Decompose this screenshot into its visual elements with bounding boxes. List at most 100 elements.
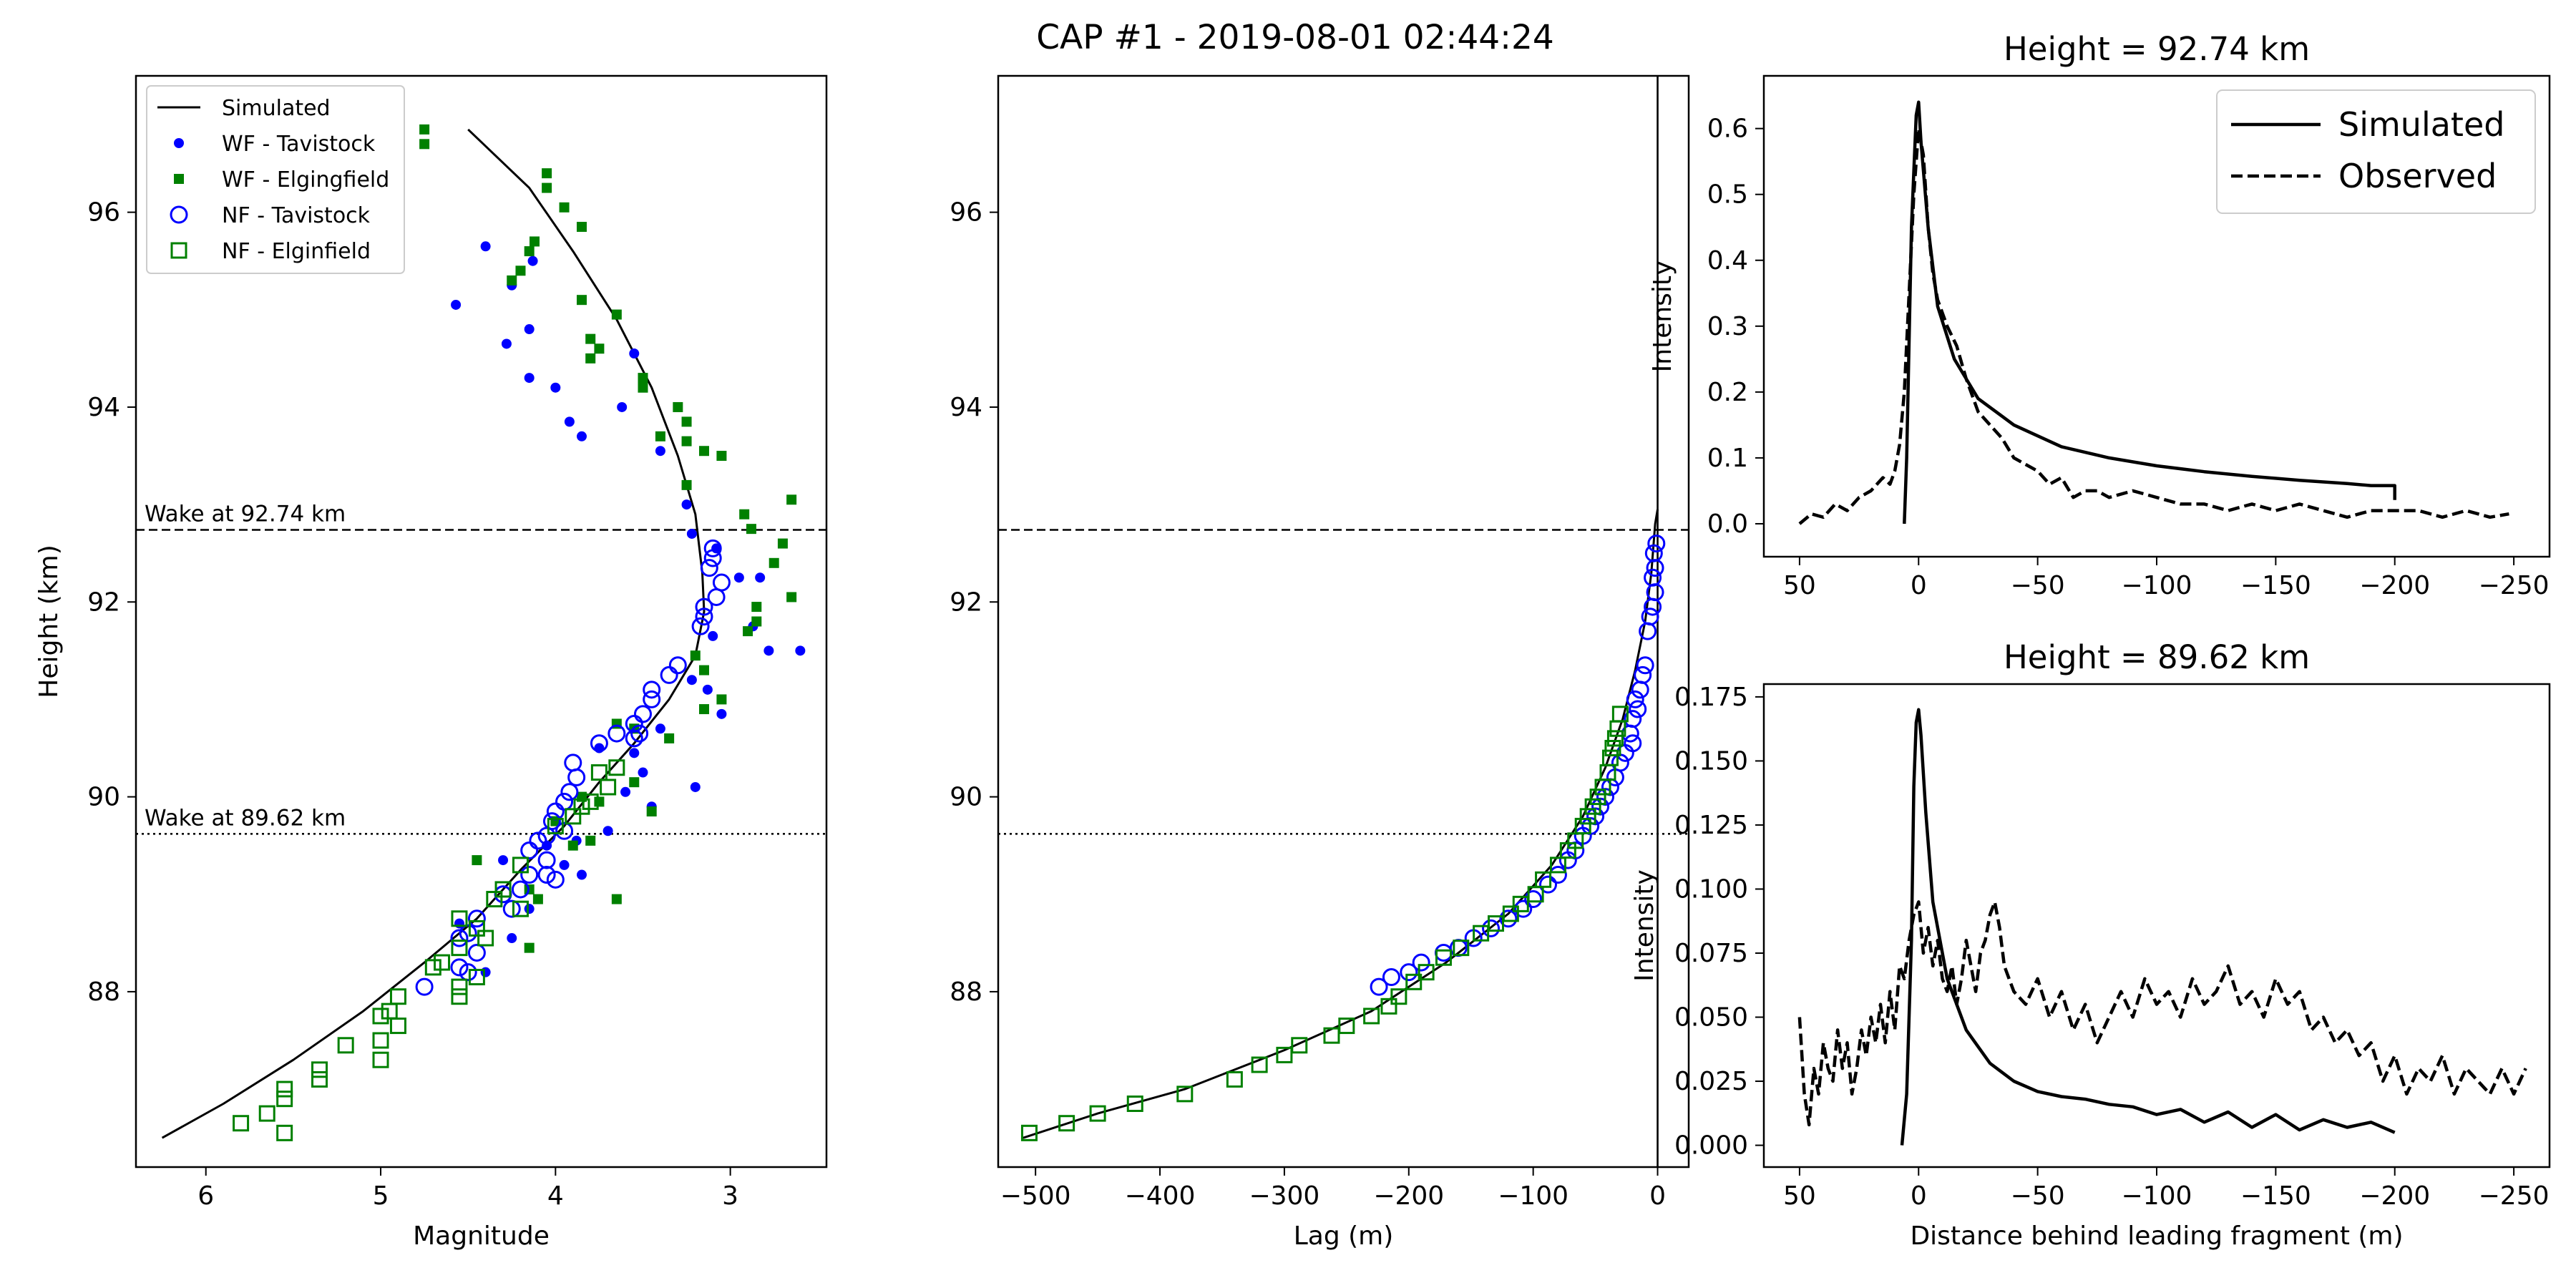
data-point-nf-elginfield [434, 954, 451, 971]
data-point-wf-tavistock [638, 767, 648, 778]
y-tick-label: 0.050 [1674, 1003, 1748, 1033]
series-line-observed [1798, 127, 2509, 525]
data-point-wf-tavistock [527, 255, 538, 266]
x-tick-label: −200 [2359, 1181, 2430, 1211]
x-tick-label: 4 [547, 1181, 564, 1211]
data-point-nf-elginfield [1291, 1037, 1308, 1054]
data-point-nf-elginfield [582, 793, 599, 810]
data-point-nf-elginfield [276, 1124, 293, 1141]
data-point-nf-elginfield [1251, 1056, 1268, 1073]
data-point-nf-tavistock [560, 783, 579, 801]
data-point-nf-tavistock [1629, 700, 1647, 718]
data-point-nf-tavistock [625, 729, 643, 748]
x-tick-label: 6 [197, 1181, 214, 1211]
data-point-wf-elgingfield [638, 382, 648, 393]
data-point-nf-elginfield [512, 857, 529, 874]
data-point-nf-elginfield [372, 1008, 389, 1025]
data-point-nf-tavistock [1382, 967, 1400, 986]
data-point-wf-elgingfield [585, 835, 596, 846]
data-point-wf-tavistock [655, 446, 665, 457]
data-point-nf-tavistock [1514, 899, 1533, 918]
data-point-nf-elginfield [1380, 997, 1397, 1015]
x-tick-label: 0 [1649, 1181, 1666, 1211]
data-point-nf-tavistock [459, 963, 477, 982]
y-tick-label: 96 [87, 198, 120, 228]
data-point-nf-elginfield [451, 940, 468, 957]
data-point-nf-elginfield [372, 1051, 389, 1068]
data-point-nf-elginfield [608, 759, 625, 776]
data-point-wf-elgingfield [419, 124, 430, 135]
legend-marker [170, 242, 187, 259]
data-point-wf-tavistock [620, 786, 631, 797]
data-point-wf-elgingfield [746, 524, 756, 535]
data-point-nf-tavistock [625, 714, 643, 733]
data-point-wf-tavistock [576, 869, 587, 880]
data-point-nf-elginfield [1126, 1095, 1143, 1112]
data-point-nf-tavistock [643, 690, 661, 708]
legend-box [146, 85, 405, 274]
series-line-simulated [161, 128, 706, 1139]
data-point-nf-elginfield [573, 798, 590, 815]
data-point-nf-elginfield [389, 988, 406, 1005]
data-point-nf-elginfield [468, 919, 485, 937]
data-point-nf-tavistock [520, 841, 539, 859]
axes-frame [997, 74, 1690, 1169]
data-point-nf-tavistock [1636, 656, 1654, 675]
data-point-nf-tavistock [537, 866, 556, 884]
data-point-wf-elgingfield [576, 222, 587, 233]
y-axis-label: Intensity [1630, 869, 1659, 982]
data-point-wf-tavistock [498, 855, 509, 866]
data-point-wf-elgingfield [542, 182, 552, 193]
data-point-nf-elginfield [451, 910, 468, 927]
data-point-nf-elginfield [1606, 730, 1624, 747]
data-point-nf-elginfield [276, 1080, 293, 1098]
data-point-nf-tavistock [1644, 597, 1662, 616]
y-tick-label: 90 [950, 783, 982, 812]
data-point-nf-elginfield [1502, 905, 1519, 922]
x-axis-label: Magnitude [413, 1221, 550, 1251]
x-tick-label: −300 [1249, 1181, 1319, 1211]
data-point-nf-tavistock [608, 724, 626, 743]
axes-frame [1762, 683, 2551, 1169]
data-point-wf-elgingfield [698, 446, 709, 457]
legend-label: NF - Tavistock [222, 203, 371, 228]
data-point-wf-tavistock [733, 572, 744, 583]
panel-magnitude: 6 5 4 3 88 90 92 94 96 Wake at 92.74 km Wake at 89… [34, 74, 828, 1251]
x-tick-label: 0 [1911, 571, 1927, 600]
data-point-wf-elgingfield [681, 436, 692, 447]
data-point-wf-elgingfield [681, 479, 692, 490]
panel-lag: −500 −400 −300 −200 −100 0 88 90 92 94 96 Lag (m) [950, 74, 1690, 1251]
data-point-nf-tavistock [502, 899, 521, 918]
data-point-nf-tavistock [1412, 953, 1430, 972]
y-tick-label: 96 [950, 198, 982, 228]
axes-frame [1762, 74, 2551, 558]
data-point-nf-elginfield [424, 959, 441, 976]
data-point-nf-tavistock [450, 929, 469, 947]
y-tick-label: 0.025 [1674, 1067, 1748, 1096]
x-tick-label: −400 [1125, 1181, 1196, 1211]
legend-marker [170, 205, 188, 224]
y-tick-label: 0.125 [1674, 811, 1748, 840]
data-point-nf-elginfield [1473, 924, 1490, 942]
data-point-wf-tavistock [755, 572, 766, 583]
axes-frame [135, 74, 828, 1169]
data-point-wf-tavistock [702, 684, 713, 695]
plots-layer: 6 5 4 3 88 90 92 94 96 Wake at 92.74 km Wake at 89… [34, 30, 2551, 1251]
data-point-nf-elginfield [337, 1037, 354, 1054]
data-point-wf-elgingfield [532, 894, 543, 904]
data-point-nf-elginfield [276, 1091, 293, 1108]
data-point-wf-elgingfield [698, 704, 709, 715]
data-point-nf-elginfield [1589, 789, 1606, 806]
data-point-nf-elginfield [1435, 949, 1452, 966]
data-point-wf-elgingfield [716, 694, 727, 705]
data-point-wf-elgingfield [559, 202, 570, 213]
legend-label: WF - Tavistock [222, 132, 376, 157]
data-point-nf-tavistock [1539, 875, 1558, 894]
x-tick-label: −150 [2240, 571, 2311, 600]
data-point-wf-elgingfield [585, 333, 596, 344]
data-point-wf-elgingfield [698, 665, 709, 675]
data-point-nf-elginfield [1453, 940, 1470, 957]
x-tick-label: −250 [2479, 1181, 2550, 1211]
